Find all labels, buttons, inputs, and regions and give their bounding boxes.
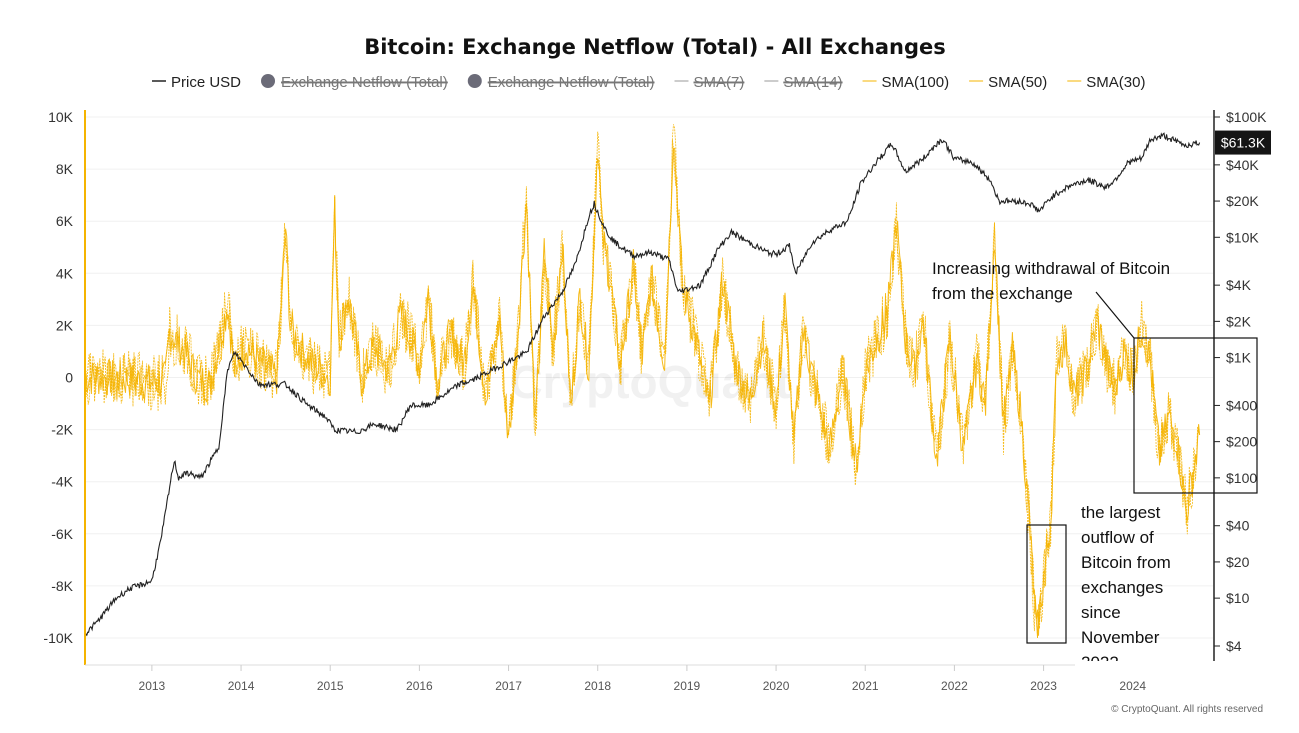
legend-item[interactable]: Exchange Netflow (Total) xyxy=(467,74,655,91)
legend-item[interactable]: SMA(7) xyxy=(674,74,745,91)
price-layer xyxy=(84,132,1201,638)
right-tick-label: $40K xyxy=(1226,157,1259,173)
plot-area: CryptoQuant xyxy=(84,110,1213,665)
sma-series-line xyxy=(84,131,1201,639)
right-tick-label: $20K xyxy=(1226,193,1259,209)
x-tick-label: 2013 xyxy=(139,679,166,693)
left-tick-label: -10K xyxy=(43,630,73,646)
left-tick-label: -8K xyxy=(51,578,73,594)
left-tick-label: -4K xyxy=(51,474,73,490)
left-tick-label: 10K xyxy=(48,109,74,125)
legend-label: SMA(50) xyxy=(988,74,1047,91)
sma-series-line xyxy=(84,124,1200,639)
x-tick-label: 2018 xyxy=(584,679,611,693)
gridlines xyxy=(85,116,1213,639)
annotation-outflow-line-2: outflow of xyxy=(1081,528,1154,547)
legend-label: SMA(100) xyxy=(882,74,950,91)
annotation-pointer-line xyxy=(1095,291,1135,339)
x-tick-label: 2017 xyxy=(495,679,522,693)
left-tick-label: -2K xyxy=(51,422,73,438)
right-tick-label: $10 xyxy=(1226,590,1250,606)
chart-title: Bitcoin: Exchange Netflow (Total) - All … xyxy=(364,35,946,59)
right-tick-label: $10K xyxy=(1226,229,1259,245)
annotation-outflow-line-4: exchanges xyxy=(1081,578,1163,597)
left-tick-label: 4K xyxy=(56,265,74,281)
right-tick-label: $4 xyxy=(1226,638,1242,654)
x-tick-label: 2019 xyxy=(674,679,701,693)
x-tick-label: 2024 xyxy=(1119,679,1146,693)
right-tick-label: $200 xyxy=(1226,434,1257,450)
right-tick-label: $100 xyxy=(1226,470,1257,486)
annotation-outflow: the largest outflow of Bitcoin from exch… xyxy=(1075,503,1215,672)
right-tick-label: $2K xyxy=(1226,313,1252,329)
left-tick-label: 0 xyxy=(65,370,73,386)
x-tick-label: 2016 xyxy=(406,679,433,693)
left-tick-label: 8K xyxy=(56,161,74,177)
current-price-label: $61.3K xyxy=(1221,135,1266,151)
legend-item[interactable]: SMA(100) xyxy=(862,74,950,91)
x-tick-label: 2014 xyxy=(228,679,255,693)
legend-label: SMA(30) xyxy=(1086,74,1145,91)
right-axis-ticks: $100K $40K $20K $10K $4K $2K $1K $400 $200 $100 $4… xyxy=(1214,109,1267,654)
x-tick-label: 2015 xyxy=(317,679,344,693)
right-tick-label: $20 xyxy=(1226,554,1250,570)
right-tick-label: $1K xyxy=(1226,350,1252,366)
x-tick-label: 2022 xyxy=(941,679,968,693)
x-axis-ticks: 2013 2014 2015 2016 2017 2018 2019 2020 2021 2022… xyxy=(139,665,1146,693)
outflow-highlight-box xyxy=(1026,524,1067,644)
sma-layer xyxy=(84,124,1201,639)
legend-item[interactable]: Price USD xyxy=(152,74,241,91)
x-tick-label: 2021 xyxy=(852,679,879,693)
current-price-badge: $61.3K xyxy=(1215,130,1271,155)
x-tick-label: 2023 xyxy=(1030,679,1057,693)
legend-item[interactable]: SMA(30) xyxy=(1067,74,1145,91)
x-tick-label: 2020 xyxy=(763,679,790,693)
chart-legend[interactable]: Price USD Exchange Netflow (Total) Exchang… xyxy=(152,74,1145,91)
legend-dot-icon xyxy=(467,74,482,88)
legend-dot-icon xyxy=(261,74,276,88)
left-axis-ticks: 10K 8K 6K 4K 2K 0 -2K -4K -6K -8K -10K xyxy=(43,109,73,646)
annotation-outflow-line-3: Bitcoin from xyxy=(1081,553,1171,572)
left-tick-label: 2K xyxy=(56,317,74,333)
annotation-outflow-line-5: since xyxy=(1081,603,1121,622)
copyright-text: © CryptoQuant. All rights reserved xyxy=(1111,704,1263,715)
price-usd-line xyxy=(84,132,1201,638)
legend-item[interactable]: SMA(50) xyxy=(969,74,1047,91)
annotation-withdrawal-line-2: from the exchange xyxy=(932,284,1073,303)
right-tick-label: $4K xyxy=(1226,277,1252,293)
annotation-outflow-line-1: the largest xyxy=(1081,503,1161,522)
left-tick-label: -6K xyxy=(51,526,73,542)
legend-item[interactable]: Exchange Netflow (Total) xyxy=(261,74,448,91)
right-tick-label: $100K xyxy=(1226,109,1267,125)
withdrawal-highlight-box xyxy=(1133,337,1258,494)
right-tick-label: $40 xyxy=(1226,518,1250,534)
legend-item[interactable]: SMA(14) xyxy=(764,74,843,91)
annotation-clip-mask xyxy=(1075,661,1215,671)
left-tick-label: 6K xyxy=(56,213,74,229)
annotation-outflow-line-6: November xyxy=(1081,628,1160,647)
annotation-withdrawal-line-1: Increasing withdrawal of Bitcoin xyxy=(932,259,1170,278)
right-tick-label: $400 xyxy=(1226,397,1257,413)
legend-label: Price USD xyxy=(171,74,241,91)
